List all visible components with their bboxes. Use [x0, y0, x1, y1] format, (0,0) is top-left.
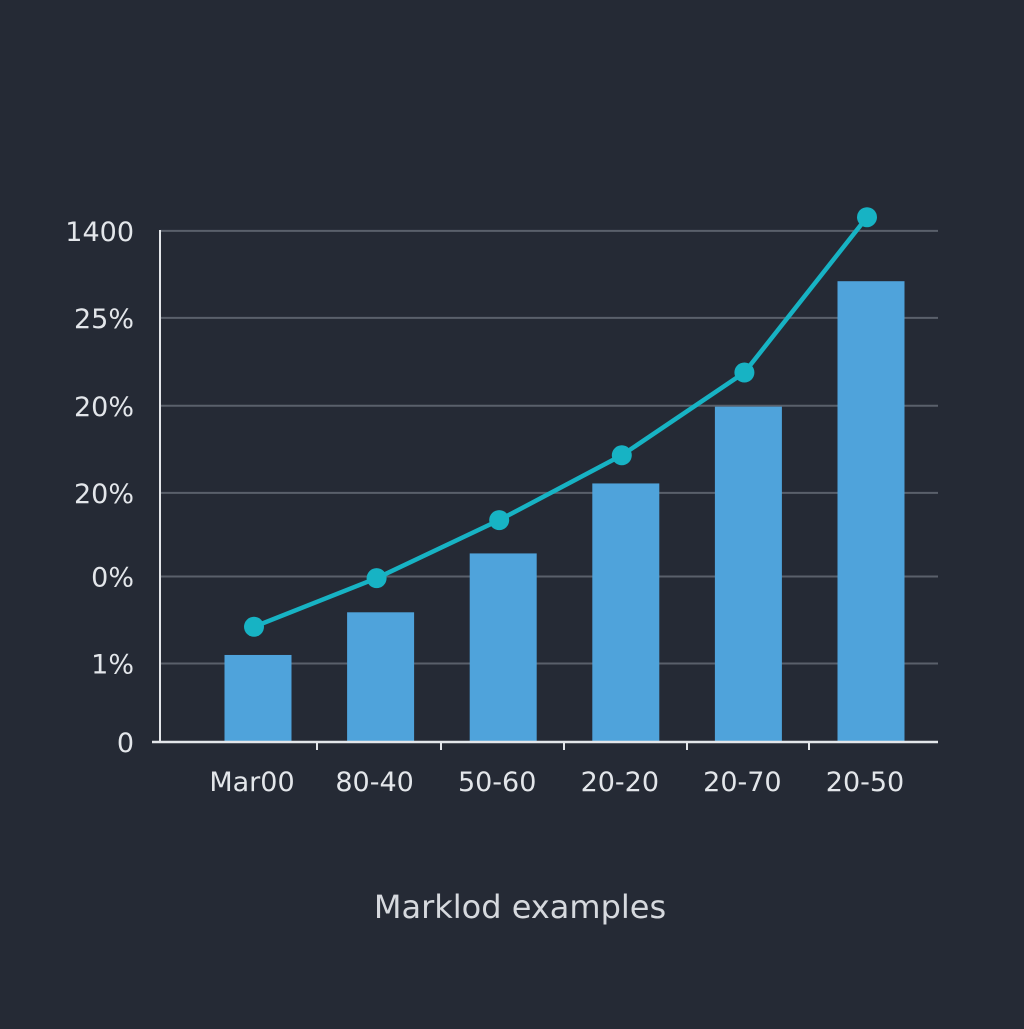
line-point: [734, 362, 755, 383]
x-tick-label: 50-60: [458, 767, 536, 798]
grid-lines: [160, 229, 938, 665]
y-tick-label: 0: [117, 728, 134, 759]
x-tick-labels: Mar00 80-40 50-60 20-20 20-70 20-50: [209, 767, 904, 798]
trend-line: [251, 214, 870, 630]
bar: [347, 612, 415, 742]
x-tick-label: 20-70: [703, 767, 781, 798]
axes: [152, 230, 938, 750]
x-axis-title: Marklod examples: [374, 888, 666, 926]
line-point: [611, 445, 632, 466]
bar: [592, 483, 660, 742]
x-tick-label: 80-40: [335, 767, 413, 798]
x-tick-label: 20-50: [826, 767, 904, 798]
y-tick-labels: 0 1% 0% 20% 20% 25% 1400: [65, 217, 134, 759]
bar: [469, 553, 537, 742]
line-point: [244, 616, 264, 637]
bar-series: [224, 281, 905, 742]
y-tick-label: 25%: [74, 304, 134, 335]
line-point: [489, 510, 510, 531]
y-tick-label: 20%: [74, 392, 134, 423]
line-series: [244, 207, 877, 637]
x-tick-label: 20-20: [581, 767, 659, 798]
y-tick-label: 1%: [91, 649, 134, 680]
x-tick-label: Mar00: [209, 767, 294, 798]
y-tick-label: 1400: [65, 217, 134, 248]
bar: [224, 654, 292, 742]
line-point: [366, 568, 387, 589]
line-point: [857, 207, 877, 228]
y-tick-label: 20%: [74, 479, 134, 510]
y-tick-label: 0%: [91, 562, 134, 593]
bar: [837, 281, 905, 742]
bar: [714, 406, 782, 742]
